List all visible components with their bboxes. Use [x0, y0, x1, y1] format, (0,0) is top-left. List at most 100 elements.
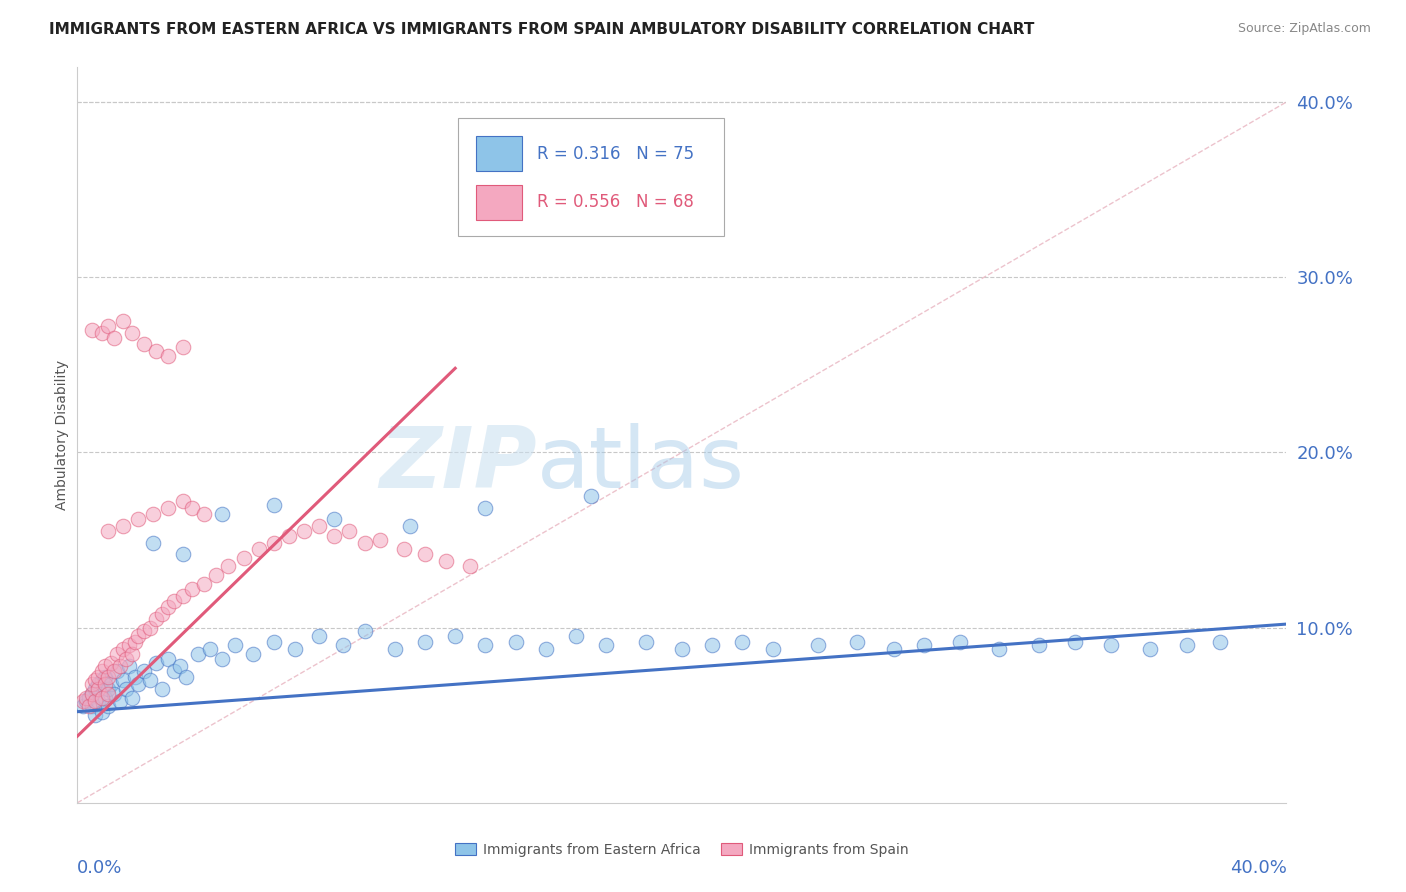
- Point: [353, 536, 375, 550]
- Point: [169, 659, 191, 673]
- Bar: [477, 136, 522, 171]
- Point: [96, 670, 118, 684]
- Point: [84, 681, 107, 696]
- Text: atlas: atlas: [537, 423, 745, 506]
- Point: [111, 314, 134, 328]
- Point: [172, 547, 194, 561]
- Point: [247, 541, 270, 556]
- Point: [193, 507, 215, 521]
- Point: [142, 536, 165, 550]
- Point: [193, 576, 215, 591]
- Point: [172, 494, 194, 508]
- Point: [87, 681, 110, 696]
- Point: [163, 594, 186, 608]
- Point: [157, 349, 180, 363]
- Point: [90, 705, 112, 719]
- Point: [142, 507, 165, 521]
- Point: [111, 673, 134, 687]
- Point: [93, 670, 115, 684]
- Point: [79, 690, 101, 705]
- Point: [114, 681, 136, 696]
- Point: [87, 670, 110, 684]
- Point: [157, 652, 180, 666]
- Point: [242, 647, 264, 661]
- Point: [145, 656, 167, 670]
- Point: [93, 690, 115, 705]
- Text: 0.0%: 0.0%: [77, 859, 122, 877]
- Point: [121, 647, 143, 661]
- Point: [96, 699, 118, 714]
- Point: [124, 634, 146, 648]
- Point: [75, 690, 97, 705]
- Point: [150, 681, 173, 696]
- Point: [139, 621, 162, 635]
- Point: [1099, 638, 1122, 652]
- Point: [93, 659, 115, 673]
- Point: [353, 624, 375, 639]
- Point: [174, 670, 197, 684]
- Point: [96, 319, 118, 334]
- Point: [90, 326, 112, 341]
- Text: R = 0.556   N = 68: R = 0.556 N = 68: [537, 194, 693, 211]
- Point: [127, 629, 149, 643]
- Point: [72, 699, 94, 714]
- Point: [108, 659, 131, 673]
- Point: [323, 512, 346, 526]
- Point: [103, 331, 125, 345]
- Point: [263, 634, 285, 648]
- Point: [988, 641, 1011, 656]
- Point: [87, 676, 110, 690]
- Text: IMMIGRANTS FROM EASTERN AFRICA VS IMMIGRANTS FROM SPAIN AMBULATORY DISABILITY CO: IMMIGRANTS FROM EASTERN AFRICA VS IMMIGR…: [49, 22, 1035, 37]
- Point: [181, 501, 204, 516]
- Point: [111, 641, 134, 656]
- Point: [413, 547, 436, 561]
- Text: 40.0%: 40.0%: [1230, 859, 1286, 877]
- Point: [581, 489, 603, 503]
- Point: [458, 559, 481, 574]
- Point: [505, 634, 527, 648]
- Point: [323, 529, 346, 543]
- Point: [157, 501, 180, 516]
- Point: [308, 629, 330, 643]
- Point: [883, 641, 905, 656]
- Point: [634, 634, 657, 648]
- Point: [84, 673, 107, 687]
- Point: [118, 638, 141, 652]
- Point: [702, 638, 724, 652]
- Point: [82, 687, 104, 701]
- Point: [82, 687, 104, 701]
- Point: [292, 524, 315, 539]
- Point: [211, 652, 233, 666]
- Point: [145, 343, 167, 358]
- Point: [1209, 634, 1232, 648]
- Point: [278, 529, 301, 543]
- Point: [211, 507, 233, 521]
- Point: [762, 641, 785, 656]
- Point: [90, 690, 112, 705]
- Point: [1064, 634, 1087, 648]
- Point: [200, 641, 222, 656]
- Point: [75, 694, 97, 708]
- Point: [263, 536, 285, 550]
- Point: [118, 659, 141, 673]
- Point: [384, 641, 406, 656]
- Point: [232, 550, 254, 565]
- Point: [368, 533, 391, 547]
- Point: [1028, 638, 1050, 652]
- Point: [103, 665, 125, 679]
- Point: [218, 559, 240, 574]
- Point: [187, 647, 209, 661]
- Point: [87, 694, 110, 708]
- Point: [181, 582, 204, 596]
- Point: [145, 612, 167, 626]
- Point: [132, 665, 155, 679]
- Point: [124, 670, 146, 684]
- Point: [1139, 641, 1161, 656]
- Point: [82, 323, 104, 337]
- Point: [84, 694, 107, 708]
- Point: [127, 676, 149, 690]
- Point: [111, 519, 134, 533]
- Point: [72, 694, 94, 708]
- Point: [172, 589, 194, 603]
- Point: [1175, 638, 1198, 652]
